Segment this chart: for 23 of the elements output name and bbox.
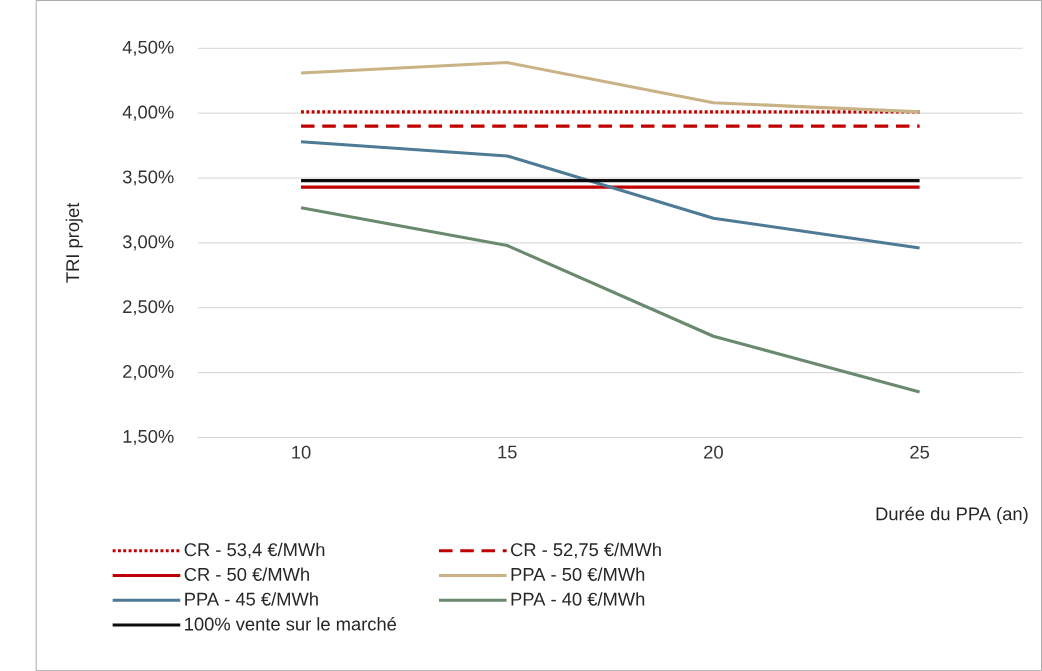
x-tick-label: 15 [498, 445, 517, 459]
y-tick-label: 1,50% [123, 429, 174, 445]
y-tick-label: 3,50% [122, 170, 174, 186]
y-tick-label: 4,00% [122, 105, 174, 121]
y-tick-label: 3,00% [122, 235, 174, 251]
y-axis-title: TRI projet [65, 202, 83, 283]
legend-label: 100% vente sur le marché [185, 616, 397, 631]
y-tick-label: 2,00% [123, 364, 174, 381]
legend-label: PPA - 40 €/MWh [511, 592, 645, 606]
line-series [299, 206, 922, 394]
line-series [299, 60, 922, 114]
legend-label: CR - 50 €/MWh [184, 567, 309, 581]
x-tick-label: 25 [910, 445, 930, 459]
legend-label: PPA - 50 €/MWh [511, 567, 645, 581]
x-tick-label: 10 [292, 445, 311, 459]
x-axis-title: Durée du PPA (an) [876, 506, 1028, 524]
y-tick-label: 4,50% [122, 40, 174, 56]
legend-label: CR - 52,75 €/MWh [511, 542, 661, 559]
y-tick-label: 2,50% [123, 300, 174, 316]
legend-label: PPA - 45 €/MWh [185, 592, 318, 606]
x-tick-label: 20 [704, 445, 723, 459]
legend-label: CR - 53,4 €/MWh [184, 542, 325, 559]
line-series [299, 140, 922, 250]
